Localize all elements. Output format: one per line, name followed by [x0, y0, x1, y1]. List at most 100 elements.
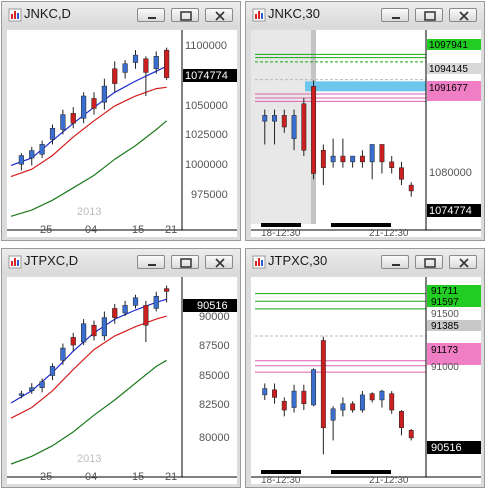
minimize-button[interactable] — [381, 255, 409, 269]
close-button[interactable] — [449, 255, 477, 269]
x-tick-label: 21-12:30 — [369, 475, 409, 484]
minimize-button[interactable] — [137, 8, 165, 22]
candle-body — [49, 127, 56, 140]
candle-body — [112, 68, 118, 84]
candle-body — [29, 150, 35, 159]
chart-app-icon — [252, 8, 266, 22]
level-label-box — [427, 63, 481, 74]
candle-body — [70, 337, 76, 346]
restore-button[interactable] — [171, 8, 199, 22]
session-bar — [261, 470, 301, 474]
close-button[interactable] — [205, 255, 233, 269]
x-tick-label: 15 — [132, 224, 144, 236]
close-button[interactable] — [449, 8, 477, 22]
y-tick-label: 1080000 — [429, 167, 472, 179]
y-tick-label: 975000 — [191, 189, 228, 201]
candle-body — [132, 297, 139, 306]
price-chart[interactable]: 2013 1100000 1074774 1050000 1025000 100… — [7, 30, 237, 237]
current-price-box — [183, 299, 237, 312]
chart-app-icon — [8, 255, 22, 269]
candle-body — [369, 144, 375, 163]
title-bar[interactable]: JNKC,30 — [246, 2, 484, 28]
candle-body — [301, 390, 307, 404]
candle-body — [39, 381, 45, 388]
close-icon — [215, 11, 225, 21]
restore-icon — [180, 258, 192, 268]
window-title: JNKC,30 — [268, 6, 321, 21]
candle-body — [281, 115, 287, 128]
candle-body — [164, 49, 170, 78]
x-tick-label: 25 — [40, 224, 52, 236]
restore-icon — [424, 258, 436, 268]
candle-body — [18, 155, 24, 165]
restore-button[interactable] — [415, 255, 443, 269]
moving-average-line — [10, 298, 167, 404]
candle-body — [39, 144, 45, 155]
current-price-label: 90516 — [197, 300, 228, 312]
session-bar — [331, 223, 391, 227]
candle-body — [350, 155, 356, 163]
chart-window-jnkc-30min[interactable]: JNKC,30 1097941 1094145 1091677 1080000 … — [245, 1, 485, 241]
candle-body — [164, 288, 170, 292]
y-tick-label: 1000000 — [185, 159, 228, 171]
chart-area[interactable]: 1097941 1094145 1091677 1080000 1074774 … — [251, 30, 481, 237]
session-bar — [331, 470, 391, 474]
close-button[interactable] — [205, 8, 233, 22]
chart-window-jnkc-daily[interactable]: JNKC,D 2013 1100000 1074774 1050000 1025… — [1, 1, 241, 241]
minimize-button[interactable] — [381, 8, 409, 22]
candle-body — [60, 347, 66, 361]
close-icon — [459, 258, 469, 268]
title-bar[interactable]: JNKC,D — [2, 2, 240, 28]
y-tick-label: 91500 — [431, 309, 459, 320]
x-tick-label: 04 — [85, 471, 97, 483]
candle-body — [330, 155, 336, 163]
restore-button[interactable] — [171, 255, 199, 269]
candle-body — [350, 403, 356, 411]
x-tick-label: 18-12:30 — [261, 228, 301, 237]
candle-body — [49, 366, 56, 376]
level-label-box — [427, 285, 481, 307]
candle-body — [320, 150, 326, 168]
title-bar[interactable]: JTPXC,30 — [246, 249, 484, 275]
candle-body — [60, 114, 66, 130]
level-label: 1094145 — [429, 64, 468, 75]
chart-area[interactable]: 91711 91597 91500 91385 91173 91000 9051… — [251, 277, 481, 484]
candle-body — [132, 54, 139, 63]
x-tick-label: 15 — [132, 471, 144, 483]
chart-area[interactable]: 2013 1100000 1074774 1050000 1025000 100… — [7, 30, 237, 237]
chart-area[interactable]: 2013 90516 90000 87500 85000 82500 80000… — [7, 277, 237, 484]
candle-body — [91, 324, 97, 337]
candle-body — [301, 103, 307, 151]
minimize-icon — [392, 264, 400, 266]
moving-average-line — [10, 65, 167, 166]
moving-average-line — [10, 359, 167, 465]
current-price-box — [427, 441, 481, 454]
chart-window-jtpxc-30min[interactable]: JTPXC,30 91711 91597 91500 91385 91173 9… — [245, 248, 485, 488]
price-chart[interactable]: 2013 90516 90000 87500 85000 82500 80000… — [7, 277, 237, 484]
price-chart[interactable]: 91711 91597 91500 91385 91173 91000 9051… — [251, 277, 481, 484]
chart-window-jtpxc-daily[interactable]: JTPXC,D 2013 90516 90000 87500 85000 825… — [1, 248, 241, 488]
candle-body — [272, 389, 277, 398]
candle-body — [91, 98, 97, 109]
candle-body — [408, 184, 414, 192]
candle-body — [399, 167, 404, 180]
title-bar[interactable]: JTPXC,D — [2, 249, 240, 275]
level-label: 91173 — [431, 345, 459, 356]
candle-body — [379, 144, 385, 163]
candle-body — [101, 317, 107, 337]
candle-body — [311, 369, 317, 406]
level-label-box — [427, 320, 481, 331]
level-label-box — [427, 81, 481, 101]
year-label: 2013 — [77, 206, 101, 218]
chart-app-icon — [252, 255, 266, 269]
candle-body — [29, 387, 35, 392]
candle-body — [122, 305, 128, 314]
restore-button[interactable] — [415, 8, 443, 22]
price-chart[interactable]: 1097941 1094145 1091677 1080000 1074774 … — [251, 30, 481, 237]
candle-body — [311, 86, 317, 174]
candle-body — [153, 295, 159, 309]
candle-body — [359, 155, 365, 163]
minimize-button[interactable] — [137, 255, 165, 269]
moving-average-line — [10, 86, 167, 178]
candle-body — [291, 115, 297, 139]
